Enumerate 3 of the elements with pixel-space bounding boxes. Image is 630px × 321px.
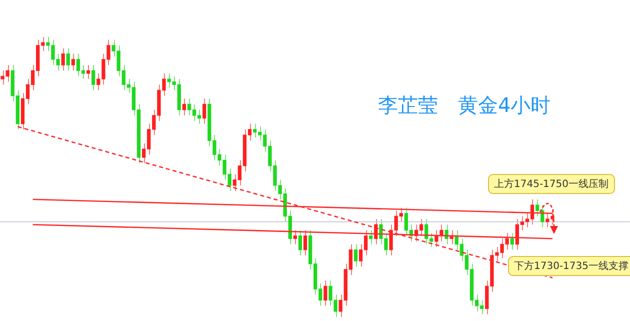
annotation: 上方1745-1750一线压制 — [488, 174, 615, 194]
annotation: 下方1730-1735一线支撑 — [508, 256, 630, 276]
text: 李芷莹 黄金4小时 — [378, 92, 551, 119]
